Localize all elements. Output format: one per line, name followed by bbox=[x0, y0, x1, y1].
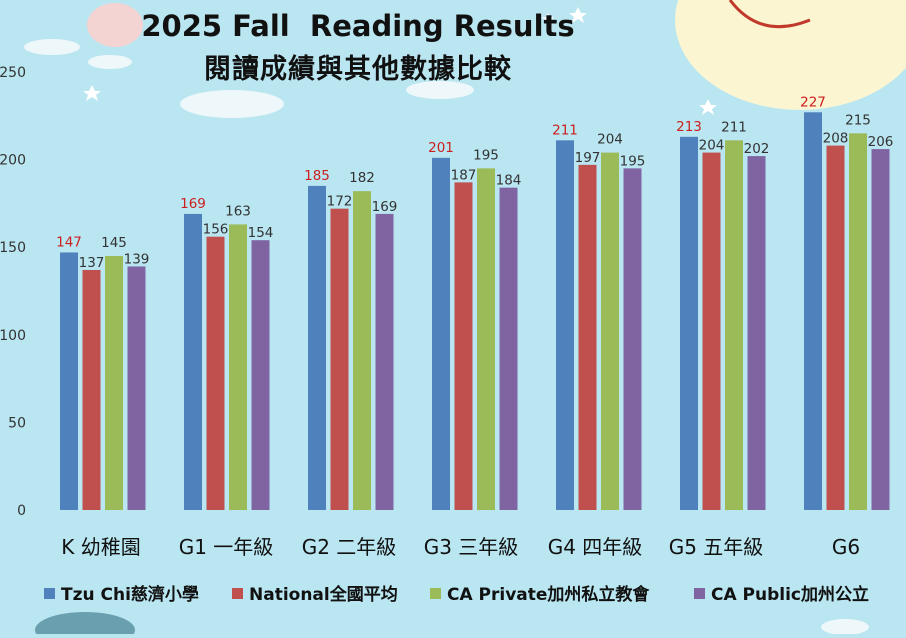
bar bbox=[184, 213, 202, 511]
bar bbox=[725, 140, 743, 510]
background-decoration bbox=[24, 0, 906, 638]
bar bbox=[308, 185, 326, 510]
bar bbox=[804, 112, 822, 511]
bar bbox=[82, 269, 101, 510]
legend-swatch bbox=[44, 588, 55, 599]
bar bbox=[353, 191, 371, 511]
bar bbox=[375, 213, 394, 511]
cloud-shapes bbox=[24, 39, 869, 635]
data-label: 197 bbox=[575, 150, 601, 166]
sun-shape bbox=[87, 3, 143, 47]
bar bbox=[871, 149, 890, 510]
bar bbox=[680, 136, 698, 510]
y-tick-label: 100 bbox=[0, 328, 26, 344]
data-label: 211 bbox=[721, 119, 747, 135]
data-label: 172 bbox=[327, 194, 353, 210]
data-label: 208 bbox=[823, 131, 849, 147]
data-label: 182 bbox=[349, 170, 375, 186]
bar bbox=[578, 164, 597, 510]
x-axis: K 幼稚園 G1 一年級 G2 二年級 G3 三年級 G4 四年級 G5 五年級 G6 bbox=[61, 535, 860, 559]
x-tick-label: G2 二年級 bbox=[302, 535, 397, 559]
bar bbox=[454, 182, 473, 510]
legend-label: CA Public加州公立 bbox=[711, 584, 869, 605]
bar bbox=[105, 255, 123, 510]
data-label: 139 bbox=[124, 251, 150, 267]
data-label: 145 bbox=[101, 235, 127, 251]
data-label: 201 bbox=[428, 140, 454, 156]
data-label: 169 bbox=[372, 199, 398, 215]
data-label: 213 bbox=[676, 119, 702, 135]
bar bbox=[477, 168, 495, 511]
data-label: 215 bbox=[845, 112, 871, 128]
bar bbox=[623, 168, 642, 511]
bar bbox=[251, 240, 270, 510]
bar bbox=[229, 224, 247, 510]
bar bbox=[432, 157, 450, 510]
data-label: 187 bbox=[451, 167, 477, 183]
bar bbox=[127, 266, 146, 510]
legend-label: CA Private加州私立教會 bbox=[447, 584, 650, 605]
data-label: 156 bbox=[203, 222, 229, 238]
bird-silhouette bbox=[35, 612, 135, 638]
legend-label: National全國平均 bbox=[249, 584, 398, 605]
bar bbox=[556, 140, 574, 510]
x-tick-label: G4 四年級 bbox=[548, 535, 643, 559]
bar bbox=[499, 187, 518, 510]
y-tick-label: 250 bbox=[0, 65, 26, 81]
y-tick-label: 200 bbox=[0, 153, 26, 169]
data-label: 227 bbox=[800, 94, 826, 110]
y-tick-label: 150 bbox=[0, 240, 26, 256]
legend-swatch bbox=[232, 588, 243, 599]
x-tick-label: G6 bbox=[832, 535, 860, 559]
legend-swatch bbox=[430, 588, 441, 599]
moon-curve bbox=[728, 0, 811, 29]
data-label: 206 bbox=[868, 134, 894, 150]
y-axis: 0 50 100 150 200 250 bbox=[0, 65, 26, 519]
y-tick-label: 50 bbox=[8, 415, 26, 431]
bars-group bbox=[60, 112, 890, 511]
bar bbox=[849, 133, 867, 510]
x-tick-label: G1 一年級 bbox=[179, 535, 274, 559]
chart-title: 2025 Fall Reading Results bbox=[141, 9, 574, 43]
bar bbox=[60, 252, 78, 510]
data-label: 163 bbox=[225, 203, 251, 219]
data-label: 137 bbox=[79, 255, 105, 271]
data-label: 184 bbox=[496, 173, 522, 189]
chart-subtitle: 閱讀成績與其他數據比較 bbox=[204, 53, 512, 85]
data-label: 154 bbox=[248, 225, 274, 241]
data-label: 195 bbox=[473, 147, 499, 163]
data-label: 147 bbox=[56, 234, 82, 250]
data-label: 202 bbox=[744, 141, 770, 157]
x-tick-label: G5 五年級 bbox=[669, 535, 764, 559]
data-label: 204 bbox=[699, 138, 725, 154]
legend: Tzu Chi慈濟小學 National全國平均 CA Private加州私立教會 C… bbox=[44, 584, 869, 605]
bar bbox=[826, 145, 845, 511]
y-tick-label: 0 bbox=[17, 503, 26, 519]
data-label: 185 bbox=[304, 168, 330, 184]
data-label: 211 bbox=[552, 122, 578, 138]
legend-swatch bbox=[694, 588, 705, 599]
data-label: 204 bbox=[597, 132, 623, 148]
data-label: 195 bbox=[620, 153, 646, 169]
bar bbox=[206, 236, 225, 511]
bar bbox=[601, 152, 619, 511]
bar bbox=[702, 152, 721, 511]
bar bbox=[330, 208, 349, 510]
x-tick-label: G3 三年級 bbox=[424, 535, 519, 559]
x-tick-label: K 幼稚園 bbox=[61, 535, 140, 559]
star-shapes bbox=[83, 7, 717, 115]
data-label: 169 bbox=[180, 196, 206, 212]
bar bbox=[747, 156, 766, 510]
moon-shape bbox=[675, 0, 906, 110]
legend-label: Tzu Chi慈濟小學 bbox=[61, 584, 199, 605]
